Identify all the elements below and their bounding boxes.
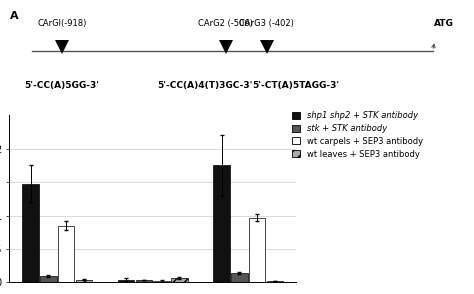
Bar [40, 275, 56, 282]
Text: 5'-CT(A)5TAGG-3': 5'-CT(A)5TAGG-3' [253, 81, 340, 90]
Bar [249, 218, 265, 282]
Bar [171, 278, 188, 282]
Text: CArG2 (-506): CArG2 (-506) [198, 19, 253, 28]
Bar [267, 281, 283, 282]
Text: 5'-CC(A)5GG-3': 5'-CC(A)5GG-3' [24, 81, 100, 90]
Bar [213, 166, 230, 282]
Bar [118, 280, 134, 282]
Bar [22, 183, 39, 282]
Bar [58, 225, 74, 282]
Text: 5'-CC(A)4(T)3GC-3': 5'-CC(A)4(T)3GC-3' [157, 81, 253, 90]
Bar [136, 280, 152, 282]
Bar [231, 273, 247, 282]
Bar [76, 280, 92, 282]
Text: ATG: ATG [434, 19, 454, 28]
Text: CArGl(-918): CArGl(-918) [37, 19, 86, 28]
Text: A: A [9, 11, 18, 21]
Bar [154, 281, 170, 282]
Text: CArG3 (-402): CArG3 (-402) [239, 19, 294, 28]
Legend: shp1 shp2 + STK antibody, stk + STK antibody, wt carpels + SEP3 antibody, wt lea: shp1 shp2 + STK antibody, stk + STK anti… [292, 111, 423, 158]
